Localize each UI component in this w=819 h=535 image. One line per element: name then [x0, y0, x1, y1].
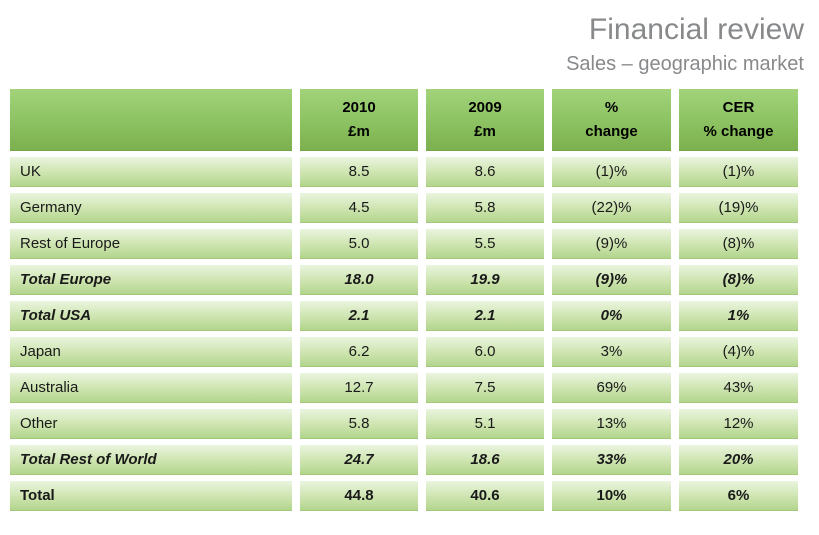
- column-header-line2: £m: [348, 122, 370, 140]
- table-row: Australia 12.7 7.5 69% 43%: [10, 373, 800, 403]
- page-title: Financial review: [588, 13, 804, 46]
- value-cell-cer-pct-change: 43%: [679, 373, 798, 403]
- value-cell-pct-change: (9)%: [552, 265, 671, 295]
- value-cell-2009: 8.6: [426, 157, 544, 187]
- row-label-cell: Japan: [10, 337, 292, 367]
- table-row: Other 5.8 5.1 13% 12%: [10, 409, 800, 439]
- table-row: Total Europe 18.0 19.9 (9)% (8)%: [10, 265, 800, 295]
- slide-header: Financial review Sales – geographic mark…: [0, 0, 819, 76]
- row-label-cell: Total: [10, 481, 292, 511]
- row-label-cell: UK: [10, 157, 292, 187]
- row-label-cell: Rest of Europe: [10, 229, 292, 259]
- value-cell-2009: 40.6: [426, 481, 544, 511]
- value-cell-cer-pct-change: (1)%: [679, 157, 798, 187]
- row-label-cell: Germany: [10, 193, 292, 223]
- column-header-cell: CER % change: [679, 89, 798, 151]
- column-header-line1: 2010: [342, 99, 376, 117]
- row-label-cell: Total USA: [10, 301, 292, 331]
- row-label-cell: Other: [10, 409, 292, 439]
- table-row: UK 8.5 8.6 (1)% (1)%: [10, 157, 800, 187]
- value-cell-pct-change: 0%: [552, 301, 671, 331]
- value-cell-2010: 5.0: [300, 229, 418, 259]
- table-body: UK 8.5 8.6 (1)% (1)% Germany 4.5 5.8 (22…: [10, 157, 800, 511]
- value-cell-2010: 4.5: [300, 193, 418, 223]
- value-cell-pct-change: (1)%: [552, 157, 671, 187]
- row-label-cell: Australia: [10, 373, 292, 403]
- value-cell-2009: 19.9: [426, 265, 544, 295]
- column-header-line1: CER: [722, 99, 755, 117]
- value-cell-2010: 12.7: [300, 373, 418, 403]
- value-cell-2010: 2.1: [300, 301, 418, 331]
- value-cell-pct-change: (22)%: [552, 193, 671, 223]
- value-cell-cer-pct-change: (8)%: [679, 229, 798, 259]
- value-cell-2009: 2.1: [426, 301, 544, 331]
- value-cell-cer-pct-change: 1%: [679, 301, 798, 331]
- value-cell-cer-pct-change: (8)%: [679, 265, 798, 295]
- column-header-line2: change: [585, 122, 638, 140]
- column-header-line2: % change: [703, 122, 774, 140]
- table-row: Total USA 2.1 2.1 0% 1%: [10, 301, 800, 331]
- column-header-line1: 2009: [468, 99, 502, 117]
- value-cell-2009: 18.6: [426, 445, 544, 475]
- sales-geographic-table: 2010 £m 2009 £m % change CER % change UK…: [10, 89, 800, 511]
- table-row: Total 44.8 40.6 10% 6%: [10, 481, 800, 511]
- value-cell-cer-pct-change: 6%: [679, 481, 798, 511]
- value-cell-pct-change: 13%: [552, 409, 671, 439]
- table-row: Japan 6.2 6.0 3% (4)%: [10, 337, 800, 367]
- column-header-line2: £m: [474, 122, 496, 140]
- value-cell-2010: 6.2: [300, 337, 418, 367]
- value-cell-2010: 18.0: [300, 265, 418, 295]
- value-cell-2009: 7.5: [426, 373, 544, 403]
- value-cell-pct-change: 3%: [552, 337, 671, 367]
- value-cell-pct-change: 10%: [552, 481, 671, 511]
- value-cell-2010: 44.8: [300, 481, 418, 511]
- value-cell-2009: 5.5: [426, 229, 544, 259]
- table-row: Germany 4.5 5.8 (22)% (19)%: [10, 193, 800, 223]
- table-row: Rest of Europe 5.0 5.5 (9)% (8)%: [10, 229, 800, 259]
- table-row: Total Rest of World 24.7 18.6 33% 20%: [10, 445, 800, 475]
- column-header-cell: 2009 £m: [426, 89, 544, 151]
- corner-header-cell: [10, 89, 292, 151]
- value-cell-cer-pct-change: (4)%: [679, 337, 798, 367]
- row-label-cell: Total Rest of World: [10, 445, 292, 475]
- column-header-cell: 2010 £m: [300, 89, 418, 151]
- value-cell-pct-change: (9)%: [552, 229, 671, 259]
- row-label-cell: Total Europe: [10, 265, 292, 295]
- value-cell-cer-pct-change: (19)%: [679, 193, 798, 223]
- column-header-cell: % change: [552, 89, 671, 151]
- table-header-row: 2010 £m 2009 £m % change CER % change: [10, 89, 800, 151]
- value-cell-cer-pct-change: 20%: [679, 445, 798, 475]
- value-cell-2010: 8.5: [300, 157, 418, 187]
- value-cell-pct-change: 69%: [552, 373, 671, 403]
- value-cell-2009: 5.8: [426, 193, 544, 223]
- column-header-line1: %: [604, 99, 619, 117]
- value-cell-2010: 5.8: [300, 409, 418, 439]
- value-cell-pct-change: 33%: [552, 445, 671, 475]
- value-cell-2010: 24.7: [300, 445, 418, 475]
- page-subtitle: Sales – geographic market: [566, 53, 804, 75]
- value-cell-cer-pct-change: 12%: [679, 409, 798, 439]
- value-cell-2009: 5.1: [426, 409, 544, 439]
- value-cell-2009: 6.0: [426, 337, 544, 367]
